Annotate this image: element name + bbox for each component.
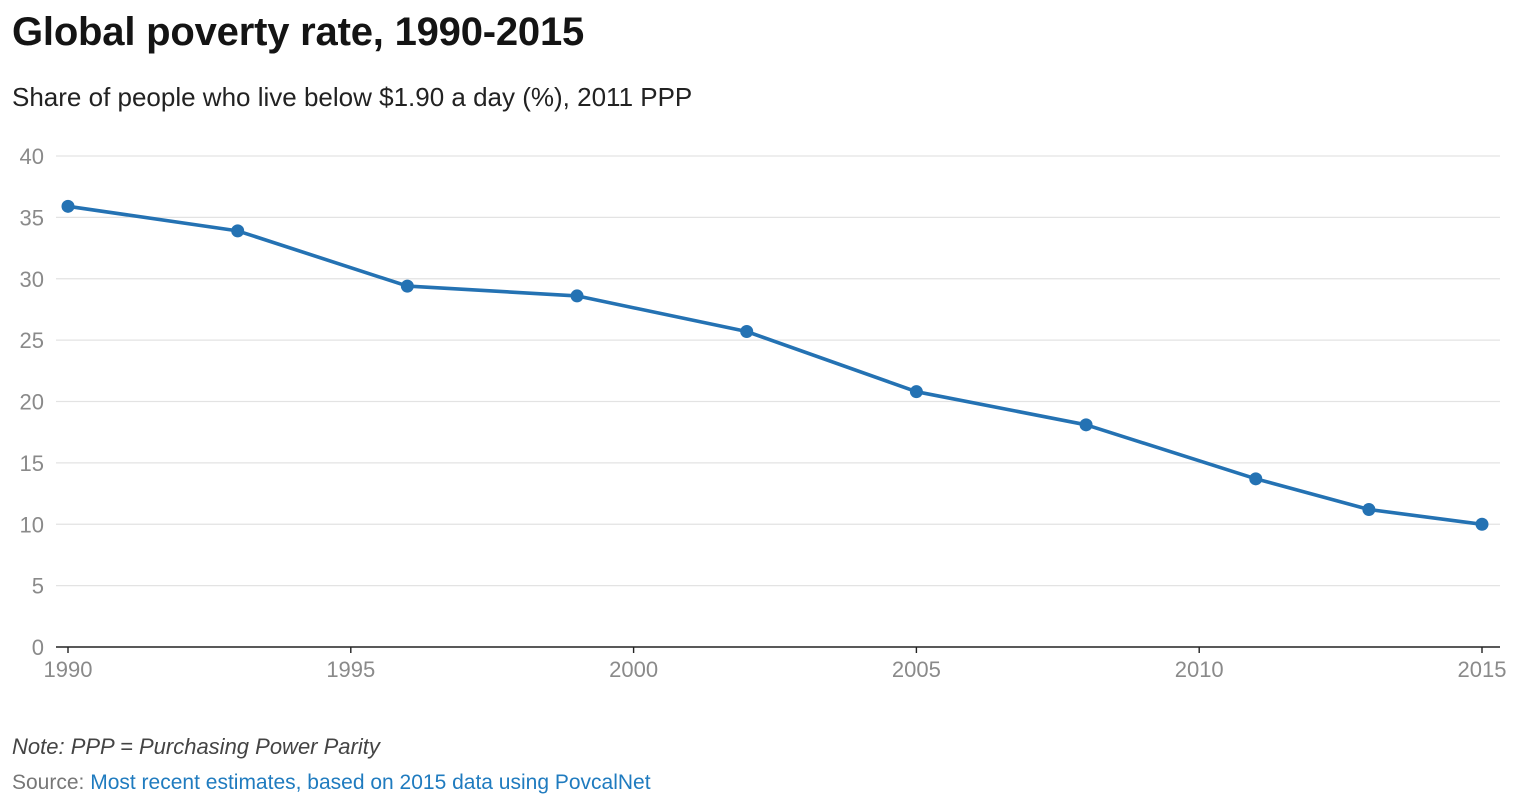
data-point-1993[interactable]: [231, 224, 245, 238]
data-point-1999[interactable]: [570, 289, 584, 303]
series-line: [66, 204, 1484, 527]
chart-note: Note: PPP = Purchasing Power Parity: [12, 734, 380, 759]
data-point-2008[interactable]: [1079, 418, 1093, 432]
y-tick-label: 35: [20, 205, 44, 230]
x-tick-label: 2015: [1458, 657, 1507, 682]
y-tick-label: 0: [32, 635, 44, 660]
data-point-2011[interactable]: [1249, 472, 1263, 486]
y-tick-label: 10: [20, 512, 44, 537]
y-tick-label: 30: [20, 267, 44, 292]
data-point-2015[interactable]: [1475, 517, 1489, 531]
data-point-2002[interactable]: [740, 325, 754, 339]
x-tick-label: 1995: [326, 657, 375, 682]
y-tick-label: 20: [20, 390, 44, 415]
x-tick-label: 2000: [609, 657, 658, 682]
poverty-rate-line: [66, 204, 1484, 527]
x-tick-label: 2010: [1175, 657, 1224, 682]
gridlines: [56, 155, 1500, 587]
chart-subtitle: Share of people who live below $1.90 a d…: [12, 82, 693, 112]
data-point-1990[interactable]: [61, 199, 75, 213]
chart-title: Global poverty rate, 1990-2015: [12, 10, 585, 54]
y-tick-label: 25: [20, 328, 44, 353]
y-tick-label: 5: [32, 574, 44, 599]
x-tick-label: 2005: [892, 657, 941, 682]
source-link[interactable]: Most recent estimates, based on 2015 dat…: [90, 771, 651, 794]
data-point-2013[interactable]: [1362, 503, 1376, 517]
source-label: Source:: [12, 771, 85, 794]
x-tick-label: 1990: [44, 657, 93, 682]
data-point-2005[interactable]: [909, 385, 923, 399]
chart-source: Source: Most recent estimates, based on …: [12, 771, 651, 795]
data-point-1996[interactable]: [400, 279, 414, 293]
y-tick-label: 40: [20, 144, 44, 169]
axes: [56, 646, 1500, 653]
y-tick-label: 15: [20, 451, 44, 476]
data-points: [61, 199, 1489, 531]
tick-labels: 0 5 10 15 20 25 30 35 40 1990 1995 2000 2005 2010 2015: [20, 144, 1507, 682]
